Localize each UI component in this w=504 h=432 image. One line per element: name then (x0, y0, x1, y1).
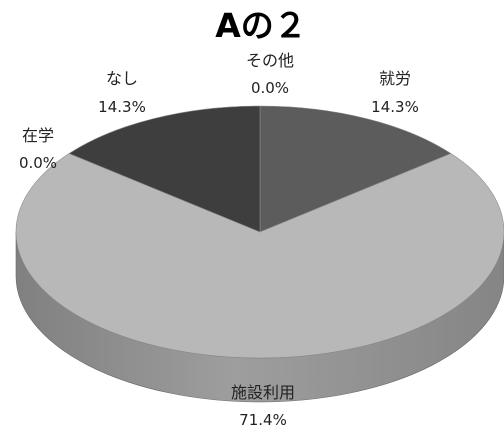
pie-slice-0 (259, 105, 452, 233)
pie-top-layer (15, 105, 504, 359)
slice-value-work: 14.3% (371, 98, 419, 116)
slice-value-none: 14.3% (98, 98, 146, 116)
slice-label-work: 就労 (379, 69, 411, 88)
slice-label-none: なし (106, 69, 138, 88)
slice-label-other: その他 (246, 51, 294, 70)
chart-title: Aの２ (215, 6, 307, 45)
slice-value-school: 0.0% (19, 154, 57, 172)
slice-value-facility: 71.4% (239, 411, 287, 429)
pie-slice-3 (68, 105, 261, 233)
slice-value-other: 0.0% (251, 79, 289, 97)
slice-label-facility: 施設利用 (231, 383, 295, 402)
slice-label-school: 在学 (22, 126, 54, 145)
